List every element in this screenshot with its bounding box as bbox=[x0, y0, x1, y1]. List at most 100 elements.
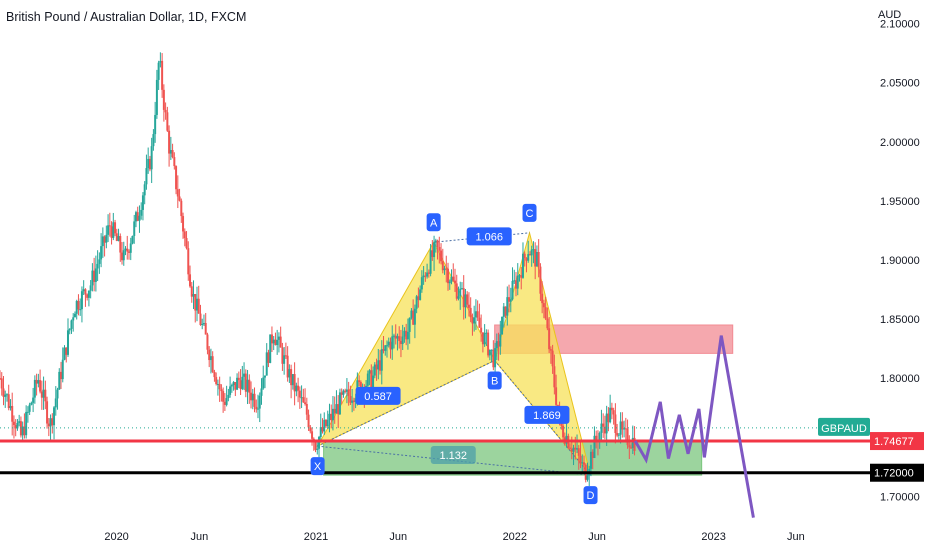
support-price-tag-label: 1.72000 bbox=[874, 468, 914, 480]
candle-body bbox=[394, 335, 397, 339]
candle-body bbox=[241, 376, 244, 389]
point-badge-a bbox=[426, 213, 441, 232]
candle-body bbox=[450, 276, 453, 282]
candle-body bbox=[171, 150, 174, 158]
candle-body bbox=[453, 280, 456, 284]
candle-body bbox=[591, 451, 594, 458]
candle-body bbox=[0, 378, 1, 380]
candle-body bbox=[168, 130, 171, 154]
candle-body bbox=[314, 441, 317, 450]
candle-body bbox=[624, 428, 627, 430]
candle-body bbox=[485, 332, 488, 334]
candle-body bbox=[56, 389, 59, 399]
candle-body bbox=[187, 248, 190, 275]
candle-body bbox=[602, 423, 605, 427]
candle-body bbox=[401, 336, 404, 345]
candle-body bbox=[555, 387, 558, 405]
candle-body bbox=[291, 374, 294, 386]
point-badge-x bbox=[310, 457, 325, 476]
candle-body bbox=[546, 318, 549, 329]
chart-title: British Pound / Australian Dollar, 1D, F… bbox=[6, 10, 247, 24]
y-tick-label: 1.85000 bbox=[880, 314, 920, 326]
candle-body bbox=[84, 289, 87, 295]
candle-body bbox=[481, 332, 484, 345]
candle-body bbox=[572, 447, 575, 452]
candle-body bbox=[30, 402, 33, 405]
candle-body bbox=[541, 293, 544, 304]
candle-body bbox=[272, 339, 275, 344]
candle-body bbox=[216, 383, 219, 385]
candle-body bbox=[333, 408, 336, 414]
candle-body bbox=[98, 259, 101, 264]
candle-body bbox=[396, 336, 399, 339]
candle-body bbox=[68, 328, 71, 331]
candle-body bbox=[492, 349, 495, 368]
candle-body bbox=[182, 216, 185, 232]
candle-body bbox=[518, 275, 521, 277]
candle-body bbox=[621, 421, 624, 430]
candle-body bbox=[549, 349, 552, 351]
candle-body bbox=[607, 413, 610, 423]
candle-body bbox=[86, 294, 89, 298]
candle-body bbox=[91, 270, 94, 286]
candle-body bbox=[265, 352, 268, 376]
candle-body bbox=[61, 359, 64, 380]
current-price-tag-label: 1.74677 bbox=[874, 436, 914, 448]
candle-body bbox=[375, 364, 378, 370]
candle-body bbox=[410, 310, 413, 318]
y-tick-label: 2.00000 bbox=[880, 137, 920, 149]
x-tick-label: 2020 bbox=[104, 531, 128, 543]
candle-body bbox=[523, 253, 526, 259]
candle-body bbox=[101, 236, 104, 247]
candle-body bbox=[32, 397, 35, 403]
candle-body bbox=[387, 341, 390, 346]
candle-body bbox=[115, 233, 118, 241]
candle-body bbox=[122, 250, 125, 261]
candle-body bbox=[211, 356, 214, 372]
candle-body bbox=[70, 320, 73, 329]
candle-body bbox=[366, 373, 369, 386]
candle-body bbox=[537, 252, 540, 267]
candle-body bbox=[595, 435, 598, 441]
candle-body bbox=[234, 382, 237, 390]
candle-body bbox=[16, 423, 19, 429]
candle-body bbox=[499, 334, 502, 347]
candle-body bbox=[373, 364, 376, 376]
candle-body bbox=[443, 268, 446, 271]
candle-body bbox=[143, 184, 146, 196]
candle-body bbox=[605, 413, 608, 434]
candle-body bbox=[521, 253, 524, 278]
candle-body bbox=[576, 448, 579, 450]
candle-body bbox=[148, 158, 151, 170]
candle-body bbox=[403, 330, 406, 337]
candle-body bbox=[258, 395, 261, 409]
candle-body bbox=[73, 313, 76, 318]
candle-body bbox=[612, 410, 615, 415]
ratio-label: 1.132 bbox=[439, 450, 467, 462]
candle-body bbox=[630, 447, 633, 449]
candle-body bbox=[257, 408, 260, 410]
candle-body bbox=[11, 405, 14, 422]
candle-body bbox=[288, 369, 291, 378]
candle-body bbox=[295, 385, 298, 392]
candle-body bbox=[25, 411, 28, 436]
candle-body bbox=[145, 168, 148, 185]
candle-body bbox=[60, 371, 63, 380]
candle-body bbox=[204, 322, 207, 335]
candle-body bbox=[173, 157, 176, 167]
candle-body bbox=[513, 280, 516, 282]
current-price-tag bbox=[870, 432, 924, 451]
y-tick-label: 1.70000 bbox=[880, 491, 920, 503]
candle-body bbox=[466, 294, 469, 305]
candle-body bbox=[147, 158, 150, 169]
candle-body bbox=[586, 475, 589, 480]
candle-body bbox=[47, 423, 50, 427]
candle-body bbox=[330, 413, 333, 421]
candle-body bbox=[35, 379, 38, 384]
candle-body bbox=[511, 280, 514, 300]
candle-body bbox=[227, 394, 230, 399]
candle-body bbox=[276, 339, 279, 346]
candle-body bbox=[189, 274, 192, 287]
x-tick-label: 2022 bbox=[503, 531, 527, 543]
